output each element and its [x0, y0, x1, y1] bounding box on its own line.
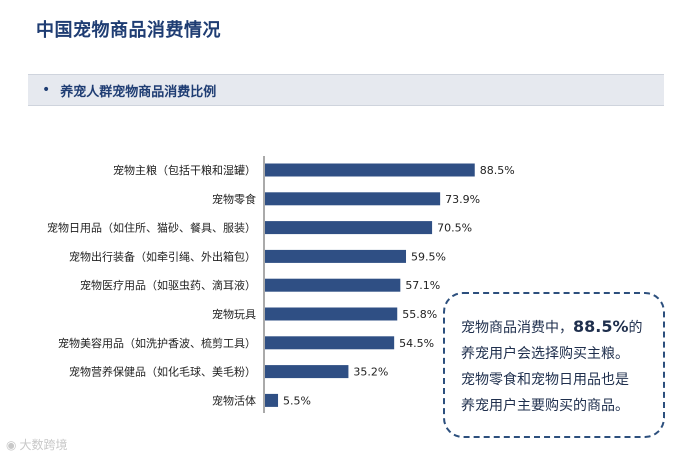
section-title: 养宠人群宠物商品消费比例 [60, 84, 217, 100]
category-label-0: 宠物主粮（包括干粮和湿罐） [113, 163, 256, 177]
callout-box: 宠物商品消费中，88.5%的 养宠用户会选择购买主粮。 宠物零食和宠物日用品也是… [443, 292, 665, 438]
bar-1 [265, 192, 441, 206]
bar-4 [265, 278, 401, 292]
bar-7 [265, 365, 349, 379]
category-label-6: 宠物美容用品（如洗护香波、梳剪工具） [58, 336, 256, 350]
callout-line-1: 宠物商品消费中，88.5%的 [461, 317, 643, 336]
category-label-1: 宠物零食 [212, 192, 256, 206]
page-title: 中国宠物商品消费情况 [36, 20, 221, 41]
category-label-2: 宠物日用品（如住所、猫砂、餐具、服装） [47, 221, 256, 235]
bar-6 [265, 336, 395, 350]
value-label-7: 35.2% [353, 366, 388, 379]
section-banner: • 养宠人群宠物商品消费比例 [28, 74, 664, 106]
category-label-7: 宠物营养保健品（如化毛球、美毛粉） [69, 365, 256, 379]
value-label-6: 54.5% [399, 337, 434, 350]
value-label-3: 59.5% [411, 250, 446, 263]
bar-8 [265, 393, 279, 407]
watermark: ◉ 大数跨境 [6, 436, 68, 453]
value-label-0: 88.5% [480, 164, 515, 177]
watermark-text: 大数跨境 [19, 438, 68, 452]
value-label-5: 55.8% [402, 308, 437, 321]
value-label-1: 73.9% [445, 193, 480, 206]
callout-line-4: 养宠用户主要购买的商品。 [461, 398, 629, 414]
bullet-icon: • [42, 82, 51, 98]
bars-group: 宠物主粮（包括干粮和湿罐） 88.5% 宠物零食 73.9% 宠物日用品（如住所、猫砂、… [47, 163, 515, 407]
callout-highlight: 88.5% [573, 317, 629, 336]
callout-line-3: 宠物零食和宠物日用品也是 [461, 372, 629, 388]
bar-5 [265, 307, 398, 321]
category-label-3: 宠物出行装备（如牵引绳、外出箱包） [69, 249, 256, 263]
value-label-4: 57.1% [405, 279, 440, 292]
callout-line-2: 养宠用户会选择购买主粮。 [461, 346, 629, 362]
category-label-5: 宠物玩具 [212, 307, 256, 321]
weibo-icon: ◉ [6, 437, 17, 452]
category-label-4: 宠物医疗用品（如驱虫药、滴耳液） [80, 278, 256, 292]
value-label-2: 70.5% [437, 222, 472, 235]
value-label-8: 5.5% [283, 394, 311, 407]
bar-2 [265, 221, 433, 235]
bar-3 [265, 249, 407, 263]
bar-0 [265, 163, 475, 177]
category-label-8: 宠物活体 [212, 393, 256, 407]
